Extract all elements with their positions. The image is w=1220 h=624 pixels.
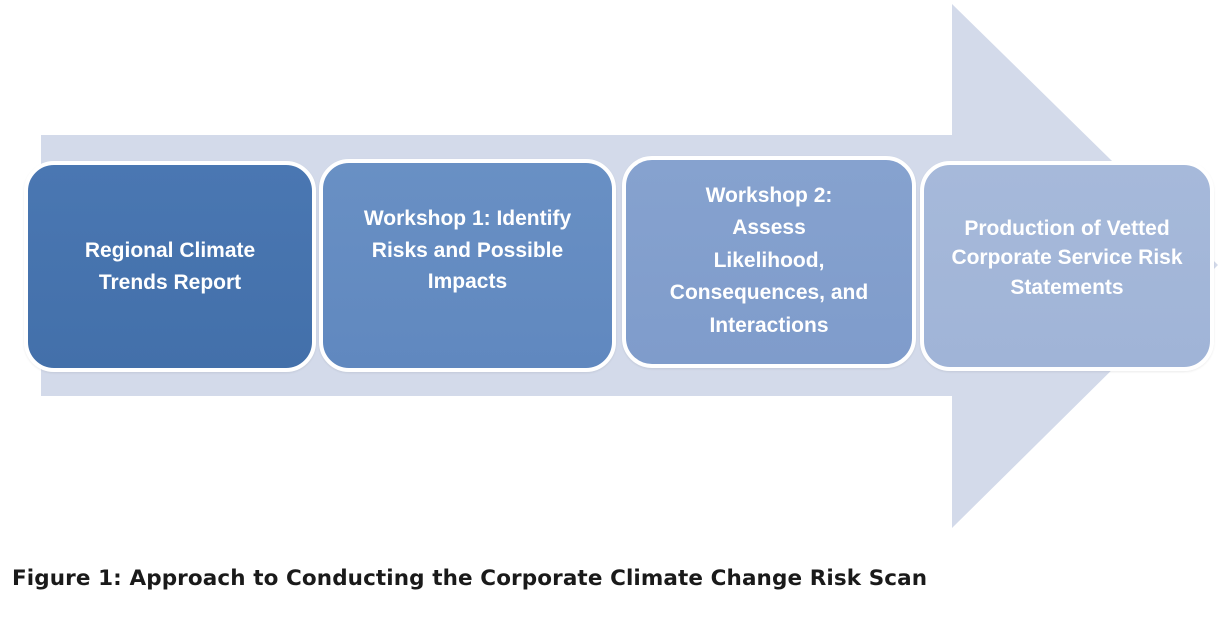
- step-regional-climate-trends-report: Regional Climate Trends Report: [24, 161, 316, 372]
- step-workshop-2-assess: Workshop 2: Assess Likelihood, Consequen…: [622, 156, 916, 368]
- step-workshop-1-identify-risks: Workshop 1: Identify Risks and Possible …: [319, 159, 616, 372]
- step-label: Production of Vetted Corporate Service R…: [951, 216, 1183, 299]
- step-production-of-risk-statements: Production of Vetted Corporate Service R…: [920, 161, 1214, 371]
- process-flow-diagram: Regional Climate Trends Report Workshop …: [24, 4, 1218, 528]
- figure-caption: Figure 1: Approach to Conducting the Cor…: [12, 566, 928, 591]
- step-label: Workshop 1: Identify Risks and Possible …: [363, 207, 572, 294]
- step-label: Regional Climate Trends Report: [84, 239, 256, 294]
- step-label: Workshop 2: Assess Likelihood, Consequen…: [669, 183, 869, 337]
